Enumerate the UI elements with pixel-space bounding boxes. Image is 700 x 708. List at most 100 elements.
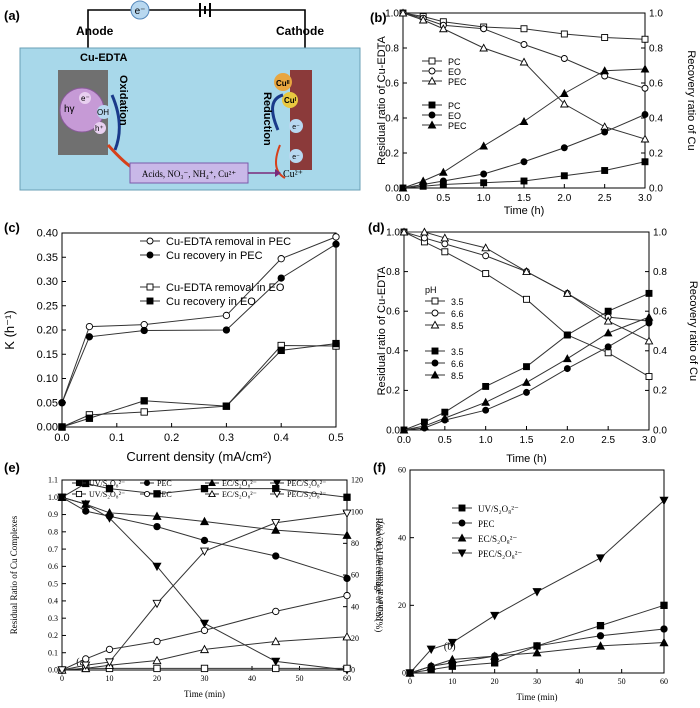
panel-c-ylabel: K (h⁻¹)	[2, 310, 17, 349]
panel-b-y2tick-label: 0.2	[649, 148, 663, 159]
panel-c-letter: (c)	[4, 220, 20, 235]
e-minus-label: e⁻	[81, 94, 90, 103]
panel-e-xlabel: Time (min)	[184, 689, 225, 699]
panel-d-data-point	[482, 406, 490, 414]
panel-b-ytick-label: 0.2	[385, 148, 399, 159]
panel-d-data-point	[645, 373, 653, 380]
panel-e-series-pec-circle-open	[58, 591, 351, 674]
panel-e-letter: (e)	[4, 460, 20, 475]
panel-b-data-point	[398, 183, 408, 192]
panel-b-data-point	[641, 111, 649, 118]
panel-e-data-point	[343, 493, 351, 501]
panel-b-legend-label: PEC	[448, 77, 467, 87]
panel-f-data-point	[660, 625, 668, 633]
to-cu-arrowhead	[275, 169, 281, 177]
panel-b-ylabel: Residual ratio of Cu-EDTA	[376, 35, 388, 164]
panel-b-legend-label: EO	[448, 111, 461, 121]
panel-f-data-point	[447, 654, 457, 664]
panel-d-series-line	[403, 322, 650, 431]
panel-f-data-point	[426, 645, 436, 655]
anode-label: Anode	[76, 24, 114, 38]
panel-e-y2tick-label: 80	[351, 539, 359, 548]
panel-e-ytick-label: 0.9	[48, 510, 58, 519]
panel-e-data-point	[152, 511, 162, 520]
panel-d-data-point	[420, 234, 428, 242]
panel-d-legend-label: 3.5	[451, 297, 464, 307]
panel-b-legend-swatch-marker	[428, 57, 436, 65]
panel-c-ytick-label: 0.25	[37, 300, 58, 312]
panel-b-data-point	[480, 25, 488, 33]
panel-d-data-point	[644, 336, 654, 345]
panel-c-xtick-label: 0.5	[328, 432, 343, 444]
panel-e-legend-swatch-marker	[143, 490, 151, 498]
panel-e-data-point	[152, 599, 162, 609]
panel-b-legend-swatch-marker	[427, 120, 437, 129]
panel-d-xtick-label: 0.5	[438, 435, 452, 446]
panel-e-legend-label: PEC/S₂O₈²⁻	[287, 490, 326, 499]
panel-d-data-point	[441, 248, 449, 256]
panel-e-y2tick-label: 60	[351, 571, 359, 580]
panel-b-y2tick-label: 0.8	[649, 43, 663, 54]
panel-e-y2tick-label: 100	[351, 507, 363, 516]
panel-e-series-pec-s-o-tri-down-open	[57, 509, 352, 675]
panel-c-data-point	[85, 414, 94, 422]
panel-e-xtick-label: 0	[60, 674, 64, 683]
panel-e-data-point	[199, 644, 210, 654]
panel-b-data-point	[418, 176, 428, 185]
panel-e-data-point	[153, 637, 161, 646]
panel-f: (f) 0 10 20 30 40 50 60 0 20 40 60 Time (min) Removal…	[373, 460, 669, 702]
panel-b-legend-label: PEC	[448, 121, 467, 131]
panel-d-y2tick-label: 0.2	[653, 386, 667, 397]
h-gamma-label: hγ	[64, 104, 75, 115]
panel-c-data-point	[140, 397, 148, 405]
panel-b-series-line	[402, 114, 646, 189]
panel-b-data-point	[439, 177, 447, 185]
panel-b-y2tick-label: 0.6	[649, 78, 663, 89]
panel-c-legend-swatch-marker	[146, 237, 154, 245]
panel-d-data-point	[604, 307, 612, 315]
panel-b-y2tick-label: 1.0	[649, 8, 663, 19]
panel-e-xtick-label: 40	[248, 674, 256, 683]
panel-b-data-point	[560, 30, 568, 38]
panel-d-data-point	[441, 240, 449, 248]
panel-e-y2label: Recovery Percentage of Cu (%)	[374, 518, 384, 632]
panel-e-data-point	[199, 547, 210, 556]
panel-d-data-point	[420, 421, 429, 430]
panel-c-ytick-label: 0.15	[37, 349, 58, 361]
panel-d-series-3-5-square-filled	[400, 289, 653, 434]
panel-d-y2tick-label: 1.0	[653, 227, 667, 238]
panel-e-ytick-label: 0.2	[48, 631, 58, 640]
panel-d-legend-label: 6.6	[451, 359, 464, 369]
panel-d-series-line	[403, 231, 650, 377]
panel-d-series-6-6-circle-open	[400, 228, 653, 325]
panel-b-ytick-label: 0.0	[385, 183, 399, 194]
panel-d-data-point	[603, 328, 613, 337]
products-label: Acids, NO₃⁻, NH₄⁺, Cu²⁺	[142, 169, 236, 179]
panel-d-xtick-label: 1.5	[520, 435, 534, 446]
panel-d-data-point	[563, 365, 571, 373]
panel-e-legend-swatch-marker	[273, 490, 281, 499]
panel-b-data-point	[640, 64, 650, 73]
panel-d-series-line	[404, 231, 650, 342]
panel-f-data-point	[595, 641, 606, 650]
panel-d-letter: (d)	[368, 220, 385, 235]
panel-c-xtick-label: 0.2	[164, 432, 179, 444]
panel-f-legend-label: PEC	[478, 519, 495, 529]
panel-c-ytick-label: 0.35	[37, 252, 58, 264]
panel-b-letter: (b)	[370, 10, 387, 25]
panel-e-data-point	[272, 664, 280, 673]
panel-b-data-point	[600, 66, 610, 75]
panel-e-data-point	[343, 574, 351, 583]
panel-b-y2tick-label: 0.4	[649, 113, 663, 124]
panel-e-data-point	[105, 645, 114, 654]
panel-d-xtick-label: 2.0	[560, 435, 574, 446]
panel-e-legend: UV/S₂O₈²⁻ PEC EC/S₂O₈²⁻ PEC/S₂O₈²⁻ UV/S₂O₈²⁻…	[72, 478, 326, 499]
panel-e-legend-swatch-marker	[208, 478, 216, 487]
panel-d-data-point	[604, 349, 612, 357]
panel-e-data-point	[271, 525, 281, 534]
panel-b-series-line	[402, 12, 646, 89]
panel-e-data-point	[271, 657, 281, 667]
panel-d-y2tick-label: 0.6	[653, 307, 667, 318]
cathode-electron-1	[289, 119, 303, 133]
panel-e-ytick-label: 0.6	[48, 562, 58, 571]
